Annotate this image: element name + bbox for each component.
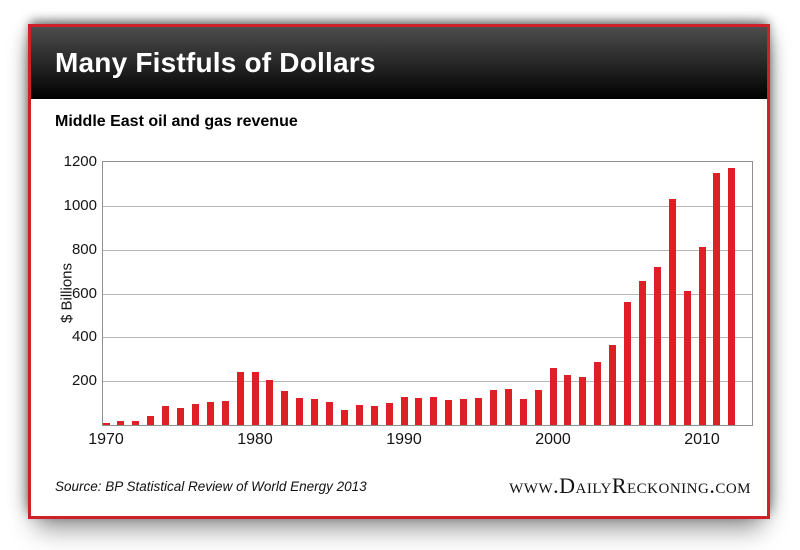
x-tick-label: 1970 (88, 431, 124, 448)
bar (445, 399, 453, 425)
bar (624, 302, 631, 425)
bar (564, 375, 572, 425)
bar (534, 390, 542, 425)
bar (519, 399, 527, 425)
bar (236, 372, 244, 425)
bar (609, 345, 617, 425)
bar (728, 168, 736, 425)
bar (355, 404, 363, 425)
chart-headline: Many Fistfuls of Dollars (55, 47, 376, 78)
bar (147, 415, 155, 425)
x-tick-label: 1990 (386, 431, 422, 448)
bar (266, 380, 274, 425)
bar (340, 410, 348, 425)
bar (221, 400, 229, 425)
bar (489, 390, 497, 425)
bar (579, 377, 587, 425)
bar (400, 396, 408, 425)
bar (132, 421, 140, 425)
bar (326, 401, 333, 425)
y-tick-label: 200 (71, 372, 97, 390)
chart-card: Many Fistfuls of Dollars Middle East oil… (28, 24, 770, 519)
bar (117, 421, 125, 425)
bar (683, 291, 691, 425)
bar (430, 397, 438, 425)
bar (370, 406, 378, 425)
bar (504, 389, 512, 425)
bar (385, 403, 393, 425)
bar (475, 397, 482, 425)
bar (713, 172, 721, 425)
bar (668, 198, 676, 425)
bar (191, 403, 199, 425)
bar (281, 391, 289, 425)
y-gridline (103, 337, 752, 339)
chart-header: Many Fistfuls of Dollars (31, 27, 767, 99)
y-gridline (103, 293, 752, 295)
bar (177, 407, 184, 425)
y-gridline (103, 205, 752, 207)
y-gridline (103, 249, 752, 251)
bar (549, 368, 557, 425)
chart-subtitle: Middle East oil and gas revenue (55, 113, 298, 130)
x-tick-label: 1980 (237, 431, 273, 448)
y-tick-label: 1200 (63, 153, 97, 170)
bar (460, 398, 468, 425)
bar (698, 247, 706, 425)
bar (251, 371, 259, 425)
x-tick-label: 2000 (535, 431, 571, 448)
source-note: Source: BP Statistical Review of World E… (55, 479, 367, 494)
y-tick-label: 600 (71, 284, 97, 302)
bar (594, 361, 602, 425)
y-tick-label: 400 (71, 328, 97, 346)
bar (415, 397, 423, 425)
bar (311, 399, 319, 425)
bar (162, 405, 170, 425)
bar (102, 422, 110, 425)
y-tick-label: 800 (71, 240, 97, 258)
y-tick-label: 1000 (63, 196, 97, 214)
bar-chart-plot-area: $ Billions 200 400 600 800 1000 1200 1970 1980 1… (59, 153, 753, 448)
x-tick-label: 2010 (684, 431, 720, 448)
website-link[interactable]: www.DailyReckoning.com (509, 473, 751, 498)
y-gridline (103, 381, 752, 383)
bar (653, 267, 661, 425)
bar (206, 402, 214, 425)
bar (296, 398, 304, 425)
bar (638, 280, 646, 425)
